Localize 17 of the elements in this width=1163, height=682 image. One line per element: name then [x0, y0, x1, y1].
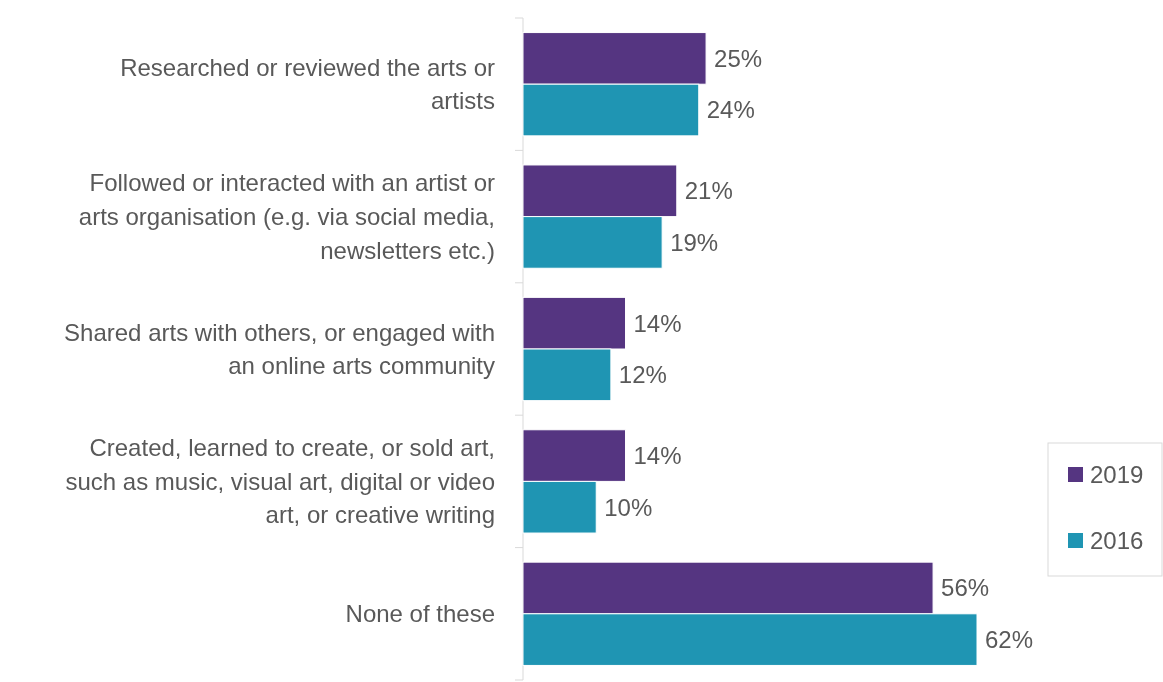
data-label: 21%	[684, 177, 733, 205]
y-tick-label: Created, learned to create, or sold art, such as music, visual art, digital or video art, or creative writing	[65, 434, 495, 529]
data-label: 10%	[604, 493, 653, 521]
data-label: 14%	[633, 441, 682, 469]
y-tick-label: Researched or reviewed the arts or artists	[120, 53, 495, 115]
y-tick-label: Shared arts with others, or engaged with an online arts community	[64, 318, 495, 380]
legend-label: 2019	[1090, 461, 1144, 489]
y-tick-label: Followed or interacted with an artist or arts organisation (e.g. via social media, newsletters etc.)	[78, 169, 496, 264]
data-label: 14%	[633, 309, 682, 337]
data-label: 56%	[941, 574, 990, 602]
data-label: 19%	[670, 228, 719, 256]
data-label: 12%	[618, 361, 667, 389]
data-label: 24%	[706, 96, 755, 124]
data-label: 25%	[714, 44, 763, 72]
data-label: 62%	[985, 626, 1034, 654]
y-tick-label: None of these	[345, 600, 495, 628]
legend-label: 2016	[1090, 527, 1144, 555]
